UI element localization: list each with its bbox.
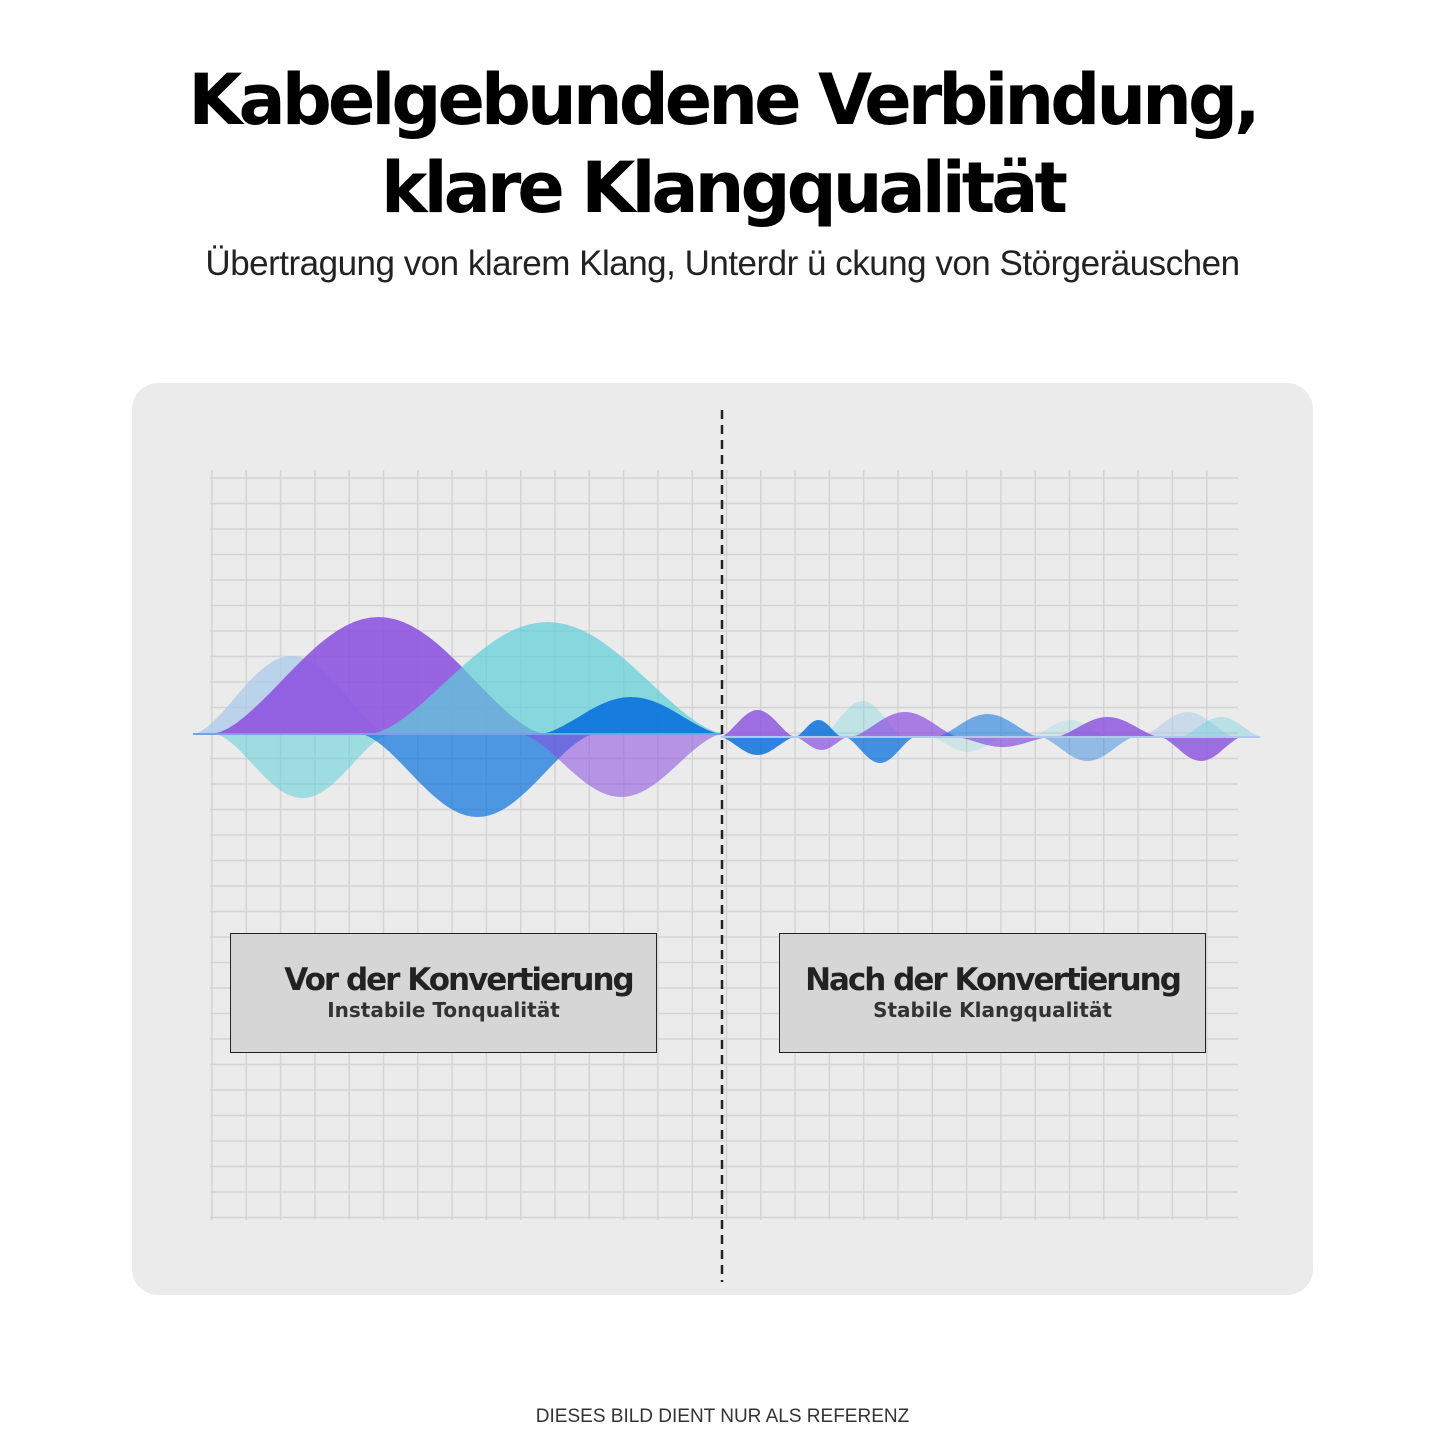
wave-shape [215,734,390,798]
wave-shape [955,737,1050,747]
before-subtitle: Instabile Tonqualität [327,998,560,1022]
title-line-2: klare Klangqualität [381,147,1068,229]
wave-shape [935,714,1040,737]
after-label-box: Nach der Konvertierung Stabile Klangqual… [779,933,1206,1053]
wave-shape [850,712,960,737]
after-subtitle: Stabile Klangqualität [873,998,1112,1022]
wave-shape [520,734,722,797]
title-line-1: Kabelgebundene Verbindung, [188,59,1260,141]
wave-shape [720,710,795,737]
wave-shape [1055,717,1160,737]
wave-shape [1180,717,1262,737]
wave-shape [1160,737,1242,761]
before-title: Vor der Konvertierung [284,962,634,998]
before-label-box: Vor der Konvertierung Instabile Tonquali… [230,933,657,1053]
after-title: Nach der Konvertierung [805,962,1182,998]
subtitle: Übertragung von klarem Klang, Unterdr ü … [205,244,1240,283]
wave-shape [360,734,595,817]
wave-shape [1140,712,1235,737]
wave-shape [1040,737,1135,761]
wave-shape [720,737,795,755]
wave-shape [795,720,842,737]
disclaimer: DIESES BILD DIENT NUR ALS REFERENZ [535,1406,910,1427]
wave-shape [540,697,722,734]
wave-shape [845,737,915,763]
wave-shape [795,737,848,750]
